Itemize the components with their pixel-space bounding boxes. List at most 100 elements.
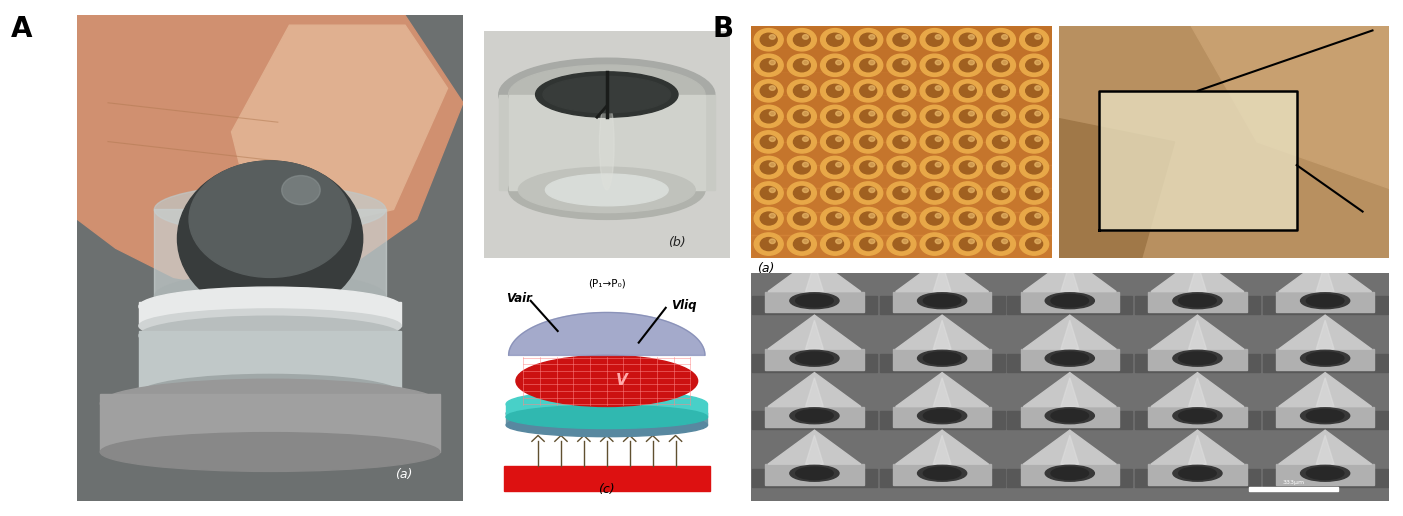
Circle shape: [968, 60, 975, 65]
Ellipse shape: [1306, 467, 1344, 479]
Ellipse shape: [796, 295, 833, 307]
Circle shape: [926, 84, 943, 98]
Bar: [1148, 464, 1247, 485]
Circle shape: [821, 207, 850, 230]
Circle shape: [887, 79, 916, 102]
Bar: [1135, 353, 1260, 372]
Bar: [1263, 353, 1388, 372]
Circle shape: [854, 207, 882, 230]
Polygon shape: [508, 313, 706, 356]
Ellipse shape: [508, 160, 706, 219]
Circle shape: [755, 79, 783, 102]
Circle shape: [936, 35, 941, 39]
Polygon shape: [1188, 436, 1207, 464]
Circle shape: [769, 86, 776, 90]
Ellipse shape: [189, 161, 351, 278]
Circle shape: [926, 59, 943, 72]
Circle shape: [887, 207, 916, 230]
Circle shape: [902, 137, 908, 141]
Polygon shape: [1061, 436, 1079, 464]
Bar: [751, 26, 1052, 49]
Ellipse shape: [1179, 295, 1216, 307]
Circle shape: [787, 105, 817, 127]
Circle shape: [769, 137, 776, 141]
Bar: [892, 292, 992, 312]
Circle shape: [926, 237, 943, 251]
Circle shape: [769, 35, 776, 39]
Circle shape: [986, 156, 1016, 179]
Polygon shape: [1023, 430, 1117, 464]
Circle shape: [968, 163, 975, 167]
Circle shape: [760, 212, 777, 225]
Circle shape: [787, 28, 817, 51]
Circle shape: [1035, 60, 1041, 65]
Ellipse shape: [923, 352, 961, 364]
Polygon shape: [1059, 119, 1174, 258]
Polygon shape: [1278, 430, 1372, 464]
Ellipse shape: [1306, 410, 1344, 422]
Circle shape: [1035, 111, 1041, 116]
Ellipse shape: [918, 293, 967, 309]
Text: B: B: [713, 15, 734, 43]
Ellipse shape: [1301, 465, 1350, 481]
Bar: [139, 331, 401, 394]
Circle shape: [854, 54, 882, 76]
Circle shape: [860, 135, 877, 149]
Polygon shape: [805, 436, 824, 464]
Ellipse shape: [1051, 295, 1089, 307]
Circle shape: [936, 239, 941, 244]
Ellipse shape: [923, 467, 961, 479]
Circle shape: [968, 188, 975, 192]
Circle shape: [760, 33, 777, 46]
Circle shape: [992, 59, 1009, 72]
Polygon shape: [1316, 263, 1334, 292]
Bar: [1148, 407, 1247, 427]
Circle shape: [926, 33, 943, 46]
Circle shape: [960, 186, 976, 200]
Ellipse shape: [918, 465, 967, 481]
Circle shape: [1020, 233, 1048, 255]
Circle shape: [1035, 214, 1041, 218]
Circle shape: [953, 79, 982, 102]
Circle shape: [821, 233, 850, 255]
Bar: [751, 119, 1052, 142]
Circle shape: [836, 137, 842, 141]
Circle shape: [760, 135, 777, 149]
Bar: [751, 235, 1052, 258]
Circle shape: [769, 239, 776, 244]
Polygon shape: [1278, 315, 1372, 349]
Polygon shape: [895, 315, 989, 349]
Text: 333μm: 333μm: [1282, 480, 1305, 485]
Circle shape: [821, 105, 850, 127]
Circle shape: [936, 111, 941, 116]
Circle shape: [1002, 137, 1007, 141]
Ellipse shape: [139, 375, 401, 413]
Circle shape: [755, 105, 783, 127]
Ellipse shape: [1306, 352, 1344, 364]
Bar: [880, 411, 1005, 429]
Bar: [1275, 464, 1375, 485]
Circle shape: [821, 54, 850, 76]
Circle shape: [826, 237, 843, 251]
Circle shape: [787, 207, 817, 230]
Ellipse shape: [1173, 465, 1222, 481]
Ellipse shape: [154, 272, 386, 321]
Circle shape: [953, 233, 982, 255]
Circle shape: [953, 28, 982, 51]
Polygon shape: [933, 320, 951, 349]
Circle shape: [836, 163, 842, 167]
Circle shape: [968, 35, 975, 39]
Circle shape: [887, 156, 916, 179]
Bar: [751, 188, 1052, 212]
Circle shape: [892, 33, 911, 46]
Bar: [1275, 349, 1375, 369]
Circle shape: [794, 59, 811, 72]
Circle shape: [826, 59, 843, 72]
Text: (a): (a): [758, 262, 774, 275]
Circle shape: [803, 111, 808, 116]
Circle shape: [1026, 135, 1042, 149]
Circle shape: [902, 111, 908, 116]
Ellipse shape: [1179, 467, 1216, 479]
Ellipse shape: [1045, 465, 1094, 481]
Circle shape: [902, 163, 908, 167]
